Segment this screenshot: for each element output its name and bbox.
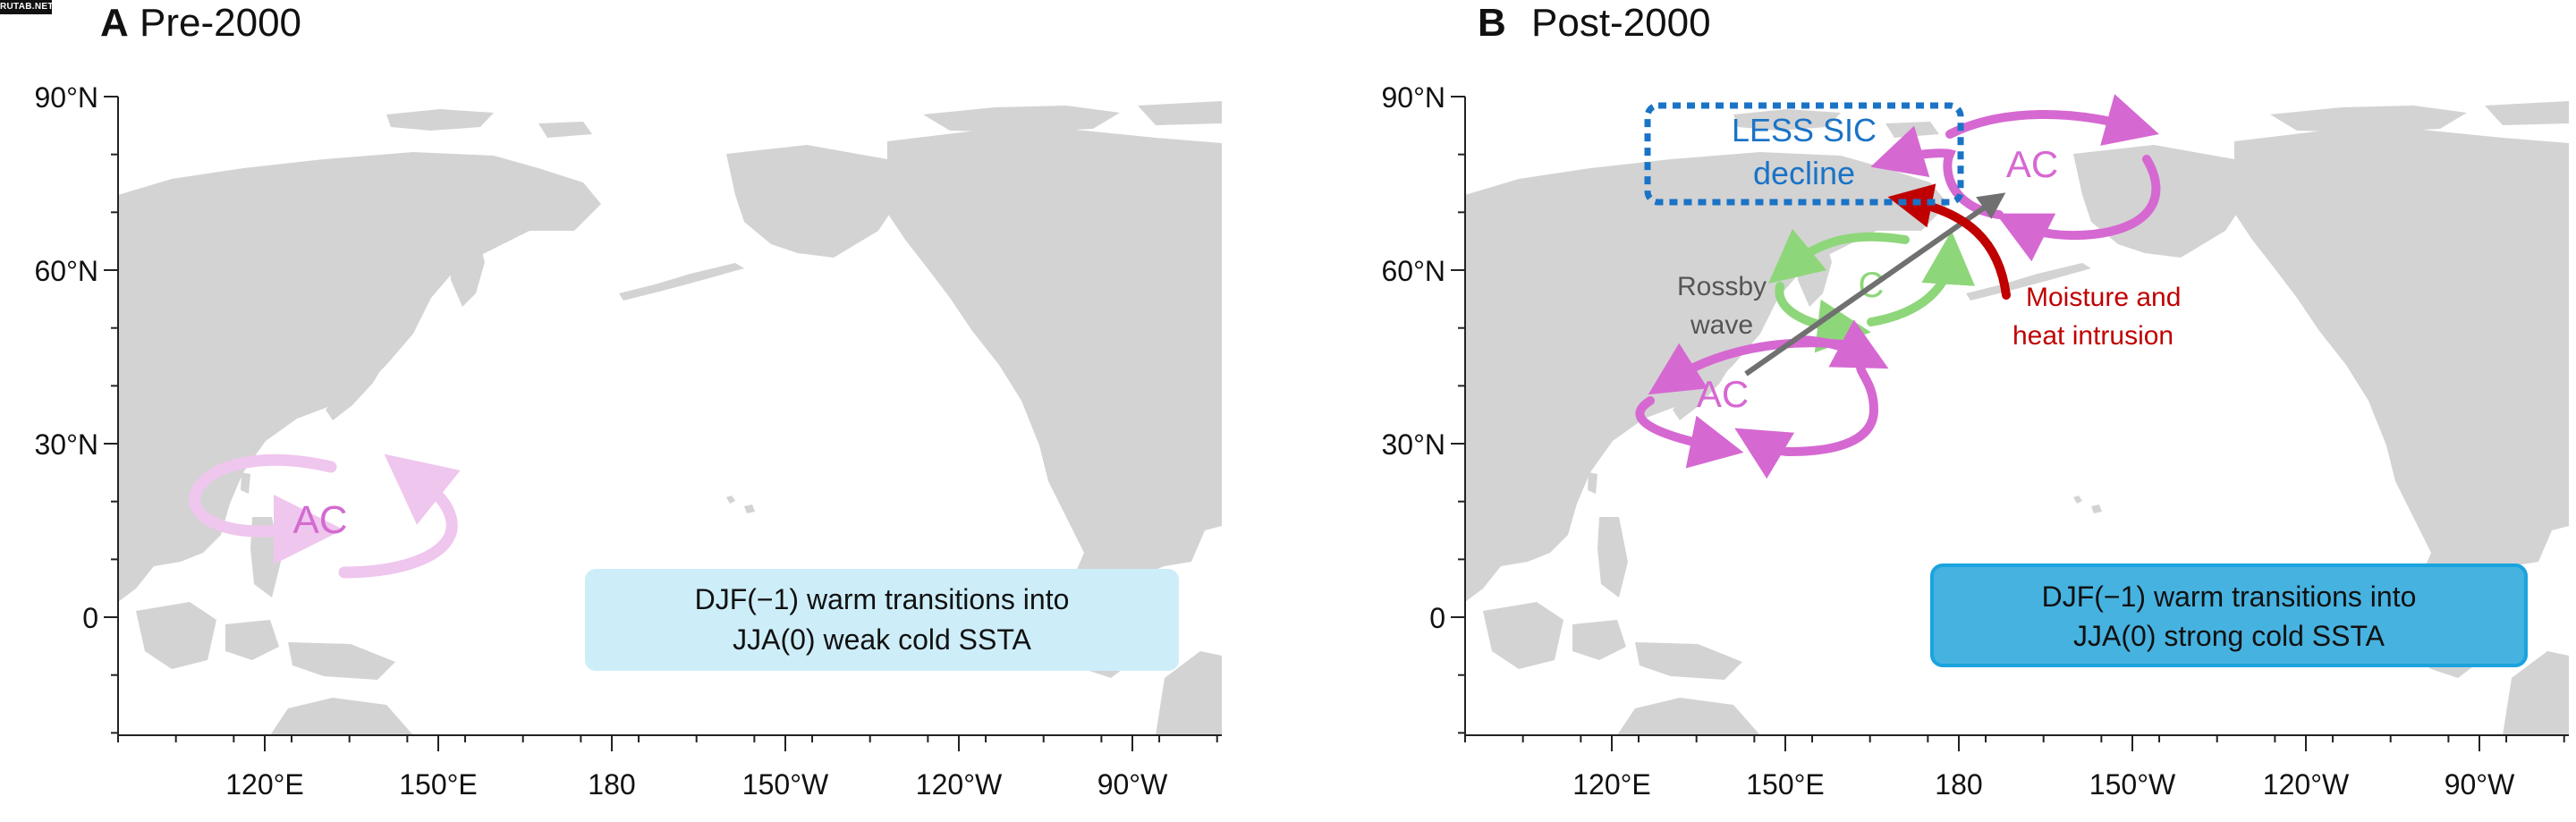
panel-b-ac-arctic-arrow-left bbox=[1870, 125, 2004, 219]
panel-b-x-ticks: 120°E 150°E 180 150°W 120°W 90°W bbox=[1464, 735, 2565, 801]
b-x-tick-label: 150°W bbox=[2089, 768, 2176, 801]
panel-b: B Post-2000 90°N60°N30°N0 120°E 150°E 180 1… bbox=[1382, 1, 2569, 801]
panel-b-ac-arctic-arrow-top bbox=[1945, 94, 2159, 146]
panel-a-ac-arrow-east bbox=[338, 453, 461, 579]
panel-b-ac-midlat: AC bbox=[1635, 319, 1889, 479]
panel-b-ac-arctic-arrow-right bbox=[1996, 155, 2161, 262]
a-y-tick-label: 30°N bbox=[35, 428, 99, 461]
panel-b-ac-midlat-label: AC bbox=[1697, 373, 1749, 415]
panel-a-info-line-1: DJF(−1) warm transitions into bbox=[695, 583, 1070, 615]
b-y-tick-label: 60°N bbox=[1382, 255, 1446, 287]
panel-b-rossby-line-2: wave bbox=[1690, 310, 1753, 340]
panel-a-x-ticks: 120°E 150°E 180 150°W 120°W 90°W bbox=[117, 735, 1218, 801]
panel-b-moisture-arrow bbox=[1887, 183, 2011, 300]
panel-b-letter: B bbox=[1478, 1, 1506, 45]
panel-a-info-box-bg bbox=[585, 569, 1179, 671]
panel-a-letter: A bbox=[100, 1, 129, 45]
panel-b-sic-box-border bbox=[1644, 102, 1964, 206]
panel-b-rossby-line-1: Rossby bbox=[1677, 272, 1767, 301]
panel-b-title: Post-2000 bbox=[1531, 1, 1711, 45]
panel-b-ac-arctic: AC bbox=[1870, 94, 2161, 262]
panel-b-ac-midlat-arrow-east bbox=[1784, 362, 1879, 456]
a-x-tick-label: 180 bbox=[588, 768, 635, 801]
panel-a-ac-arrow-west bbox=[189, 453, 343, 565]
panel-b-moisture-intrusion: Moisture and heat intrusion bbox=[1887, 183, 2181, 351]
b-x-tick-label: 150°E bbox=[1746, 768, 1825, 801]
b-y-tick-label: 30°N bbox=[1382, 428, 1446, 461]
panel-b-info-line-2: JJA(0) strong cold SSTA bbox=[2073, 620, 2385, 652]
panel-a-ac-label: AC bbox=[292, 498, 347, 542]
panel-a-map: 90°N 60°N 30°N 0 120°E 150°E 180 150°W 120°W 90°… bbox=[35, 81, 1222, 801]
panel-b-sic-line-1: LESS SIC bbox=[1732, 112, 1877, 148]
panel-b-ac-midlat-arrow-north bbox=[1793, 319, 1889, 369]
a-x-tick-label: 150°E bbox=[399, 768, 478, 801]
a-y-tick-label: 60°N bbox=[35, 255, 99, 287]
panel-b-map: 90°N 60°N 30°N 0 120°E 150°E 180 150°W 120°W 90°… bbox=[1382, 81, 2569, 801]
panel-b-c-arrow-top bbox=[1767, 228, 1910, 284]
panel-a-title: Pre-2000 bbox=[140, 1, 301, 45]
b-y-tick-label: 0 bbox=[1429, 602, 1445, 634]
b-x-tick-label: 120°E bbox=[1572, 768, 1651, 801]
a-y-tick-label: 0 bbox=[82, 602, 98, 634]
a-x-tick-label: 150°W bbox=[742, 768, 829, 801]
panel-a-ac-circulation: AC bbox=[189, 453, 461, 579]
panel-b-ac-midlat-arrow-south bbox=[1635, 396, 1744, 469]
a-x-tick-label: 120°W bbox=[916, 768, 1003, 801]
panel-b-info-box: DJF(−1) warm transitions into JJA(0) str… bbox=[1930, 564, 2528, 667]
panel-b-c-arrow-right bbox=[1867, 231, 1976, 326]
b-x-tick-label: 180 bbox=[1935, 768, 1982, 801]
panel-b-rossby-wave: Rossby wave bbox=[1677, 192, 2006, 377]
panel-b-sic-line-2: decline bbox=[1753, 155, 1855, 191]
a-x-tick-label: 90°W bbox=[1097, 768, 1168, 801]
panel-a-info-box: DJF(−1) warm transitions into JJA(0) wea… bbox=[585, 569, 1179, 671]
panel-b-sic-box: LESS SIC decline bbox=[1644, 102, 1964, 206]
panel-a-info-line-2: JJA(0) weak cold SSTA bbox=[733, 623, 1031, 656]
panel-b-y-ticks: 90°N 60°N 30°N 0 bbox=[1382, 81, 1465, 734]
panel-b-moisture-line-2: heat intrusion bbox=[2012, 321, 2174, 351]
panel-a-y-ticks: 90°N 60°N 30°N 0 bbox=[35, 81, 118, 734]
watermark-logo: RUTAB.NET bbox=[0, 0, 53, 14]
panel-a: A Pre-2000 90°N 60°N 30°N 0 120°E 150°E 180 15… bbox=[35, 1, 1222, 801]
a-y-tick-label: 90°N bbox=[35, 81, 99, 114]
a-x-tick-label: 120°E bbox=[225, 768, 304, 801]
b-y-tick-label: 90°N bbox=[1382, 81, 1446, 114]
b-x-tick-label: 90°W bbox=[2445, 768, 2515, 801]
panel-b-rossby-arrow bbox=[1744, 192, 2006, 377]
panel-b-info-box-bg bbox=[1930, 564, 2528, 667]
panel-b-moisture-line-1: Moisture and bbox=[2026, 283, 2181, 312]
panel-b-ac-arctic-label: AC bbox=[2006, 143, 2058, 185]
b-x-tick-label: 120°W bbox=[2263, 768, 2350, 801]
panel-b-ac-midlat-arrow-return bbox=[1734, 428, 1795, 479]
panel-b-info-line-1: DJF(−1) warm transitions into bbox=[2042, 580, 2417, 613]
